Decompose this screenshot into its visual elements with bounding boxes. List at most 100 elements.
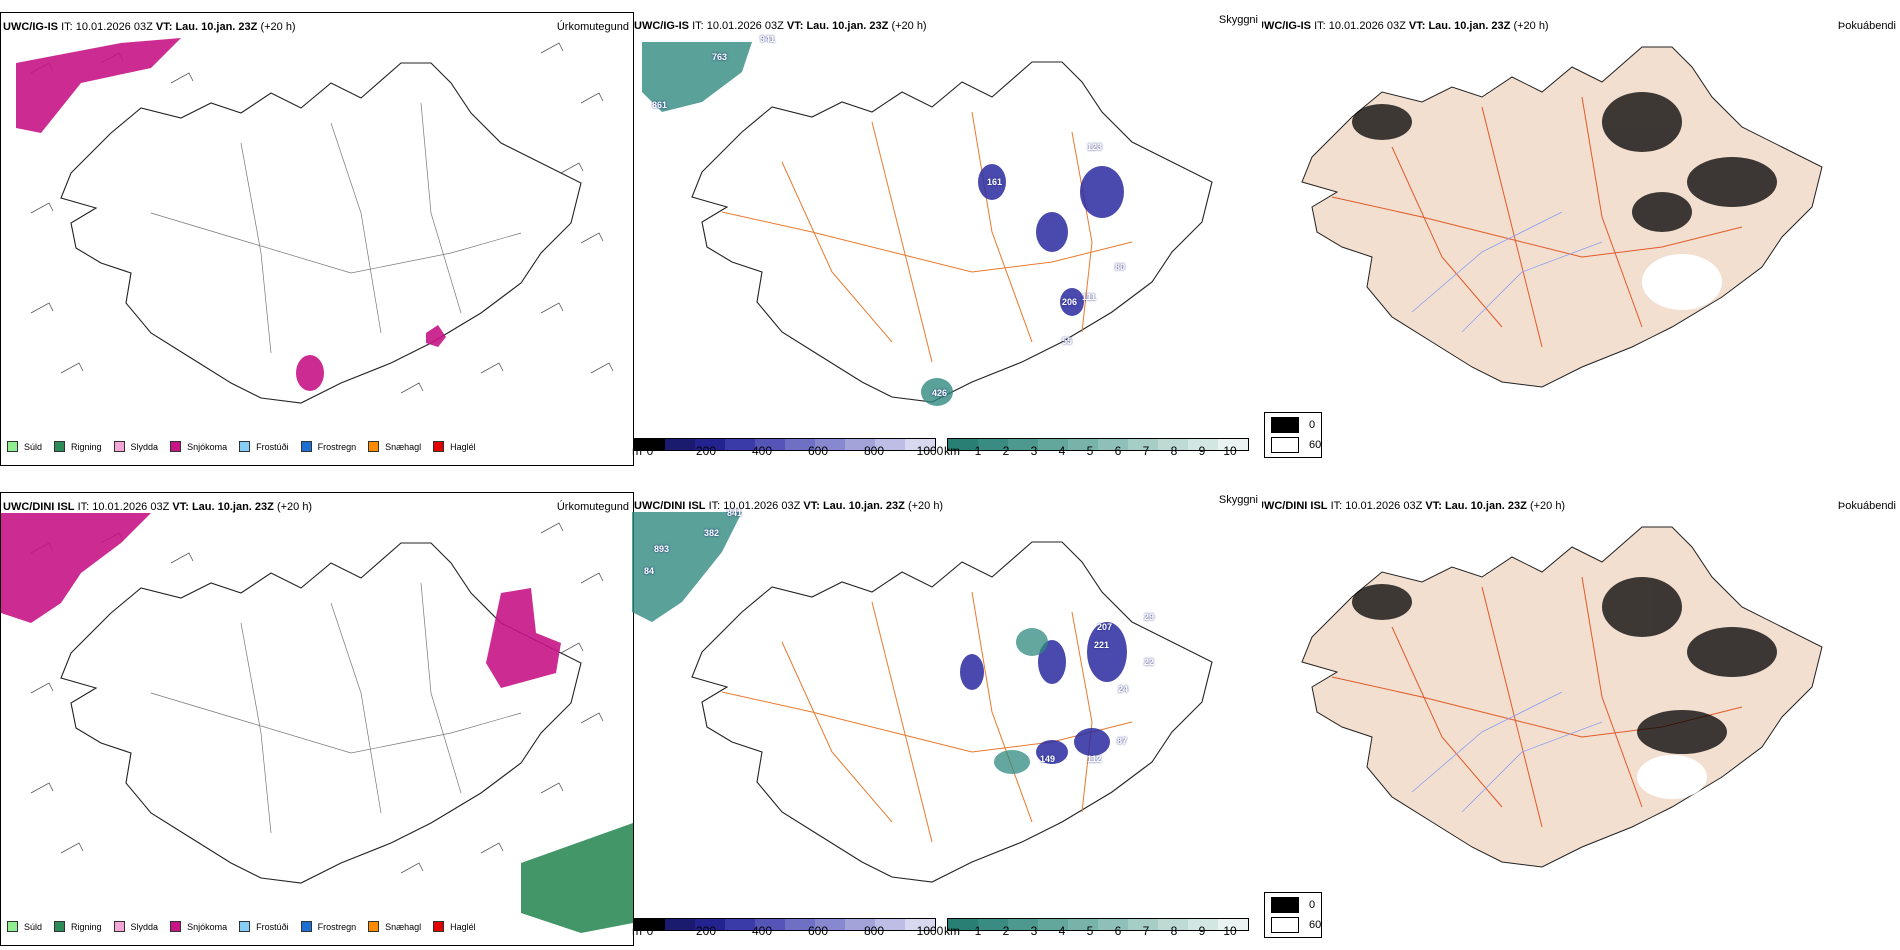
- legend-item-frostúði: Frostúði: [239, 921, 289, 932]
- colorbar-segment: [785, 439, 815, 450]
- iceland-coast: [691, 61, 1213, 403]
- ceiling-colorbar-bottom: [634, 918, 936, 931]
- colorbar-tick-label: 6: [1114, 924, 1122, 938]
- colorbar-tick-label: 1000: [916, 924, 944, 938]
- vis-map-top: [642, 42, 1213, 406]
- colorbar-tick-label: 600: [807, 924, 829, 938]
- value-label: 763: [712, 52, 728, 62]
- legend-label: Rigning: [71, 441, 102, 452]
- fog-max-swatch: [1271, 917, 1299, 933]
- vis-panel-top: UWC/IG-IS IT: 10.01.2026 03Z VT: Lau. 10…: [632, 12, 1262, 464]
- legend-swatch: [239, 921, 251, 932]
- fog-min-swatch: [1271, 417, 1299, 433]
- colorbar-tick-label: 6: [1114, 444, 1122, 458]
- colorbar-segment: [815, 919, 845, 930]
- colorbar-segment: [635, 919, 665, 930]
- precip-header-top: UWC/IG-IS IT: 10.01.2026 03Z VT: Lau. 10…: [3, 21, 296, 33]
- white-area: [1637, 755, 1707, 799]
- roads: [721, 111, 1133, 363]
- legend-item-slydda: Slydda: [113, 441, 158, 452]
- teal-areas: [994, 628, 1048, 774]
- colorbar-segment: [1128, 919, 1158, 930]
- colorbar-tick-label: 9: [1198, 924, 1206, 938]
- legend-label: Rigning: [71, 921, 102, 932]
- teal-area-nw: [632, 512, 742, 622]
- legend-swatch: [113, 921, 125, 932]
- precip-panel-bottom: UWC/DINI ISL IT: 10.01.2026 03Z VT: Lau.…: [0, 492, 634, 946]
- value-label: 426: [932, 388, 948, 398]
- low-ceiling-areas: [960, 622, 1127, 764]
- snow-area-nw: [1, 513, 151, 623]
- value-label: 382: [704, 528, 720, 538]
- colorbar-segment: [785, 919, 815, 930]
- value-label: 80: [1115, 262, 1126, 272]
- colorbar-tick-label: 5: [1086, 444, 1094, 458]
- colorbar-tick-label: 0: [646, 444, 654, 458]
- vis-map-bottom: [632, 512, 1213, 883]
- fog-areas: [1352, 92, 1777, 232]
- iceland-land: [1301, 46, 1823, 388]
- colorbar-segment: [1008, 919, 1038, 930]
- value-label: 22: [1144, 657, 1155, 667]
- legend-label: Frostregn: [317, 441, 357, 452]
- precip-title-bottom: Úrkomutegund: [556, 501, 629, 513]
- colorbar-tick-label: 0: [646, 924, 654, 938]
- precip-header-bottom: UWC/DINI ISL IT: 10.01.2026 03Z VT: Lau.…: [3, 501, 313, 513]
- colorbar-tick-label: 3: [1030, 924, 1038, 938]
- value-label: 941: [760, 34, 776, 44]
- colorbar-segment: [755, 919, 785, 930]
- fog-header-bottom: UWC/DINI ISL IT: 10.01.2026 03Z VT: Lau.…: [1262, 500, 1566, 512]
- legend-item-rigning: Rigning: [54, 441, 102, 452]
- fog-max-label: 60: [1309, 439, 1322, 451]
- colorbar-segment: [635, 439, 665, 450]
- value-label: 112: [1087, 754, 1102, 764]
- colorbar-tick-label: 400: [751, 444, 773, 458]
- vis-unit: km: [944, 924, 960, 938]
- value-label: 55: [1062, 336, 1073, 346]
- iceland-land: [1301, 526, 1823, 868]
- rain-area-se: [521, 823, 633, 933]
- fog-panel-top: UWC/IG-IS IT: 10.01.2026 03Z VT: Lau. 10…: [1262, 12, 1900, 464]
- roads: [1331, 96, 1743, 348]
- iceland-coast: [60, 62, 582, 404]
- colorbar-tick-label: 600: [807, 444, 829, 458]
- teal-area-nw: [642, 42, 752, 112]
- colorbar-segment: [695, 919, 725, 930]
- precip-map-bottom: [1, 513, 633, 933]
- fog-legend-top: 0 60: [1264, 412, 1322, 458]
- vis-colorbar-bottom: [947, 918, 1249, 931]
- roads: [1331, 576, 1743, 828]
- colorbar-tick-label: 7: [1142, 444, 1150, 458]
- fog-min-swatch: [1271, 897, 1299, 913]
- colorbar-segment: [978, 439, 1008, 450]
- colorbar-segment: [1218, 919, 1248, 930]
- legend-item-haglél: Haglél: [433, 921, 476, 932]
- colorbar-segment: [1038, 439, 1068, 450]
- colorbar-segment: [875, 919, 905, 930]
- legend-label: Frostúði: [256, 921, 289, 932]
- snow-area-nw: [16, 38, 181, 133]
- legend-item-frostregn: Frostregn: [300, 921, 357, 932]
- roads: [150, 102, 522, 354]
- value-label: 84: [644, 566, 655, 576]
- legend-swatch: [54, 441, 66, 452]
- colorbar-segment: [875, 439, 905, 450]
- colorbar-segment: [725, 919, 755, 930]
- colorbar-tick-label: 5: [1086, 924, 1094, 938]
- legend-label: Snjókoma: [187, 441, 228, 452]
- colorbar-tick-label: 3: [1030, 444, 1038, 458]
- fog-header-top: UWC/IG-IS IT: 10.01.2026 03Z VT: Lau. 10…: [1262, 20, 1549, 32]
- colorbar-tick-label: 8: [1170, 924, 1178, 938]
- colorbar-tick-label: 200: [695, 924, 717, 938]
- legend-item-súld: Súld: [7, 441, 42, 452]
- colorbar-tick-label: 10: [1223, 444, 1237, 458]
- legend-swatch: [113, 441, 125, 452]
- wind-barbs: [30, 42, 614, 394]
- fog-map-bottom: [1301, 526, 1823, 868]
- roads: [721, 591, 1133, 843]
- legend-item-súld: Súld: [7, 921, 42, 932]
- legend-swatch: [7, 921, 18, 932]
- legend-label: Frostregn: [317, 921, 357, 932]
- snow-area-south: [296, 355, 324, 391]
- legend-swatch: [170, 921, 182, 932]
